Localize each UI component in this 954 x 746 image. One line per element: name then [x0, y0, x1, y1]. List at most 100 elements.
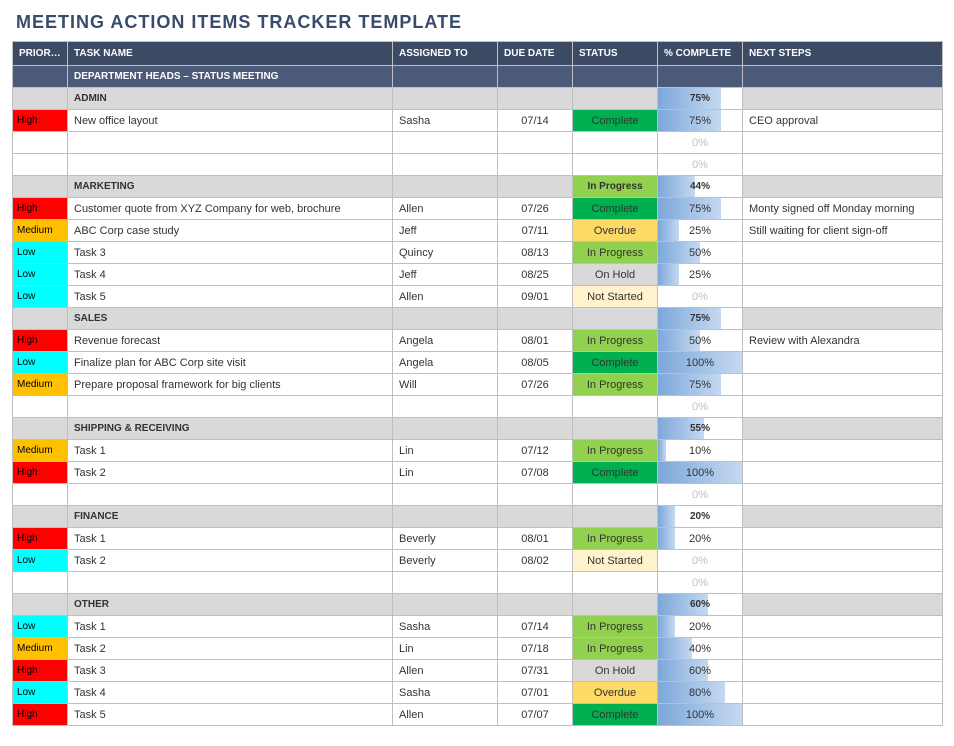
- next-cell: [743, 132, 943, 154]
- assigned-cell: [393, 154, 498, 176]
- assigned-cell: Jeff: [393, 220, 498, 242]
- col-header-priority: PRIORITY: [13, 42, 68, 66]
- task-cell: Finalize plan for ABC Corp site visit: [68, 352, 393, 374]
- due-cell: 08/02: [498, 550, 573, 572]
- pct-cell: 60%: [658, 660, 743, 682]
- assigned-cell: [393, 396, 498, 418]
- table-row: LowTask 4Sasha07/01Overdue80%: [13, 682, 943, 704]
- section-status: In Progress: [573, 176, 658, 198]
- due-cell: 07/08: [498, 462, 573, 484]
- pct-cell: 80%: [658, 682, 743, 704]
- section-header-row: MARKETINGIn Progress44%: [13, 176, 943, 198]
- section-pct: 75%: [658, 308, 743, 330]
- section-header-row: ADMIN75%: [13, 88, 943, 110]
- pct-cell: 0%: [658, 572, 743, 594]
- section-cell: [393, 594, 498, 616]
- table-row: MediumTask 2Lin07/18In Progress40%: [13, 638, 943, 660]
- pct-cell: 100%: [658, 352, 743, 374]
- pct-cell: 50%: [658, 330, 743, 352]
- task-cell: [68, 572, 393, 594]
- meeting-header-cell: [573, 66, 658, 88]
- assigned-cell: [393, 132, 498, 154]
- task-cell: Task 2: [68, 550, 393, 572]
- next-cell: [743, 682, 943, 704]
- section-cell: [743, 88, 943, 110]
- pct-cell: 75%: [658, 198, 743, 220]
- pct-cell: 40%: [658, 638, 743, 660]
- due-cell: [498, 572, 573, 594]
- section-status: [573, 88, 658, 110]
- task-cell: Revenue forecast: [68, 330, 393, 352]
- table-row: MediumABC Corp case studyJeff07/11Overdu…: [13, 220, 943, 242]
- status-cell: In Progress: [573, 242, 658, 264]
- status-cell: In Progress: [573, 330, 658, 352]
- next-cell: [743, 550, 943, 572]
- section-cell: [498, 308, 573, 330]
- status-cell: Complete: [573, 462, 658, 484]
- section-status: [573, 506, 658, 528]
- task-cell: Task 2: [68, 462, 393, 484]
- section-name: SHIPPING & RECEIVING: [68, 418, 393, 440]
- task-cell: Task 5: [68, 286, 393, 308]
- status-cell: In Progress: [573, 528, 658, 550]
- section-cell: [498, 594, 573, 616]
- priority-cell: Medium: [13, 374, 68, 396]
- priority-cell: Low: [13, 264, 68, 286]
- task-cell: Task 2: [68, 638, 393, 660]
- task-cell: ABC Corp case study: [68, 220, 393, 242]
- section-cell: [743, 176, 943, 198]
- task-cell: [68, 154, 393, 176]
- task-cell: Task 4: [68, 264, 393, 286]
- section-cell: [393, 506, 498, 528]
- header-row: PRIORITY TASK NAME ASSIGNED TO DUE DATE …: [13, 42, 943, 66]
- section-name: ADMIN: [68, 88, 393, 110]
- next-cell: [743, 704, 943, 726]
- next-cell: CEO approval: [743, 110, 943, 132]
- assigned-cell: Sasha: [393, 110, 498, 132]
- col-header-next: NEXT STEPS: [743, 42, 943, 66]
- priority-cell: Medium: [13, 220, 68, 242]
- priority-cell: [13, 396, 68, 418]
- next-cell: [743, 572, 943, 594]
- priority-cell: Low: [13, 242, 68, 264]
- due-cell: 07/26: [498, 198, 573, 220]
- priority-cell: Low: [13, 682, 68, 704]
- next-cell: [743, 286, 943, 308]
- section-cell: [13, 506, 68, 528]
- due-cell: [498, 396, 573, 418]
- section-name: MARKETING: [68, 176, 393, 198]
- next-cell: [743, 660, 943, 682]
- section-cell: [13, 418, 68, 440]
- next-cell: [743, 462, 943, 484]
- next-cell: [743, 396, 943, 418]
- section-cell: [743, 418, 943, 440]
- table-row: HighNew office layoutSasha07/14Complete7…: [13, 110, 943, 132]
- table-row: 0%: [13, 484, 943, 506]
- pct-cell: 0%: [658, 396, 743, 418]
- assigned-cell: Will: [393, 374, 498, 396]
- priority-cell: High: [13, 462, 68, 484]
- status-cell: Complete: [573, 704, 658, 726]
- table-row: HighTask 3Allen07/31On Hold60%: [13, 660, 943, 682]
- assigned-cell: [393, 572, 498, 594]
- priority-cell: Medium: [13, 638, 68, 660]
- tracker-table: PRIORITY TASK NAME ASSIGNED TO DUE DATE …: [12, 41, 943, 726]
- task-cell: Task 5: [68, 704, 393, 726]
- due-cell: 07/12: [498, 440, 573, 462]
- task-cell: Task 3: [68, 242, 393, 264]
- next-cell: [743, 528, 943, 550]
- pct-cell: 75%: [658, 110, 743, 132]
- priority-cell: Medium: [13, 440, 68, 462]
- section-name: OTHER: [68, 594, 393, 616]
- task-cell: Customer quote from XYZ Company for web,…: [68, 198, 393, 220]
- due-cell: 08/01: [498, 330, 573, 352]
- priority-cell: Low: [13, 550, 68, 572]
- task-cell: [68, 484, 393, 506]
- task-cell: New office layout: [68, 110, 393, 132]
- table-row: LowTask 3Quincy08/13In Progress50%: [13, 242, 943, 264]
- status-cell: In Progress: [573, 440, 658, 462]
- meeting-header-cell: [743, 66, 943, 88]
- section-pct: 60%: [658, 594, 743, 616]
- assigned-cell: Sasha: [393, 616, 498, 638]
- section-name: FINANCE: [68, 506, 393, 528]
